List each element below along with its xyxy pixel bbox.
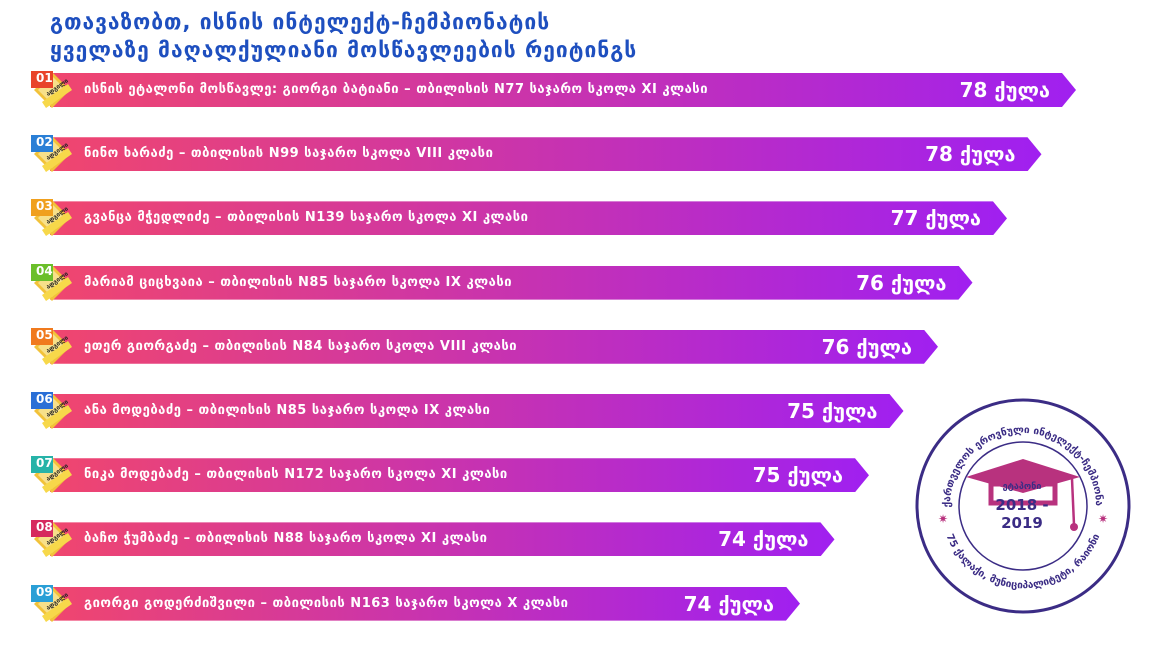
place-badge: 05 ადგილი xyxy=(28,327,76,367)
student-info: ეთერ გიორგაძე – თბილისის N84 საჯარო სკოლ… xyxy=(84,338,518,354)
student-points: 77 ქულა xyxy=(890,206,981,231)
ranking-bar: გვანცა მჭედლიძე – თბილისის N139 საჯარო ს… xyxy=(50,201,1007,235)
student-info: გიორგი გოდერძიშვილი – თბილისის N163 საჯა… xyxy=(84,595,569,611)
badge-shape-icon xyxy=(31,392,72,429)
ranking-row: მარიამ ციცხვაია – თბილისის N85 საჯარო სკ… xyxy=(28,263,973,303)
ranking-bar: ისნის ეტალონი მოსწავლე: გიორგი ბატიანი –… xyxy=(50,73,1076,107)
badge-shape-icon xyxy=(31,263,72,301)
place-number: 05 xyxy=(36,327,53,342)
ranking-bar: ნინო ხარაძე – თბილისის N99 საჯარო სკოლა … xyxy=(50,137,1042,171)
place-number: 02 xyxy=(36,135,53,150)
ranking-bar: ნიკა მოდებაძე – თბილისის N172 საჯარო სკო… xyxy=(50,458,869,492)
student-points: 75 ქულა xyxy=(787,399,878,423)
badge-shape-icon xyxy=(31,199,72,237)
badge-shape-icon xyxy=(31,135,72,173)
student-points: 78 ქულა xyxy=(925,142,1016,167)
ranking-row: ნინო ხარაძე – თბილისის N99 საჯარო სკოლა … xyxy=(28,134,1042,174)
graduation-cap-icon xyxy=(966,459,1080,531)
ranking-row: ბაჩო ჭუმბაძე – თბილისის N88 საჯარო სკოლა… xyxy=(28,519,835,559)
badge-shape-icon xyxy=(31,584,72,622)
student-info: გვანცა მჭედლიძე – თბილისის N139 საჯარო ს… xyxy=(84,210,529,226)
student-points: 74 ქულა xyxy=(718,527,809,552)
ranking-bar: ბაჩო ჭუმბაძე – თბილისის N88 საჯარო სკოლა… xyxy=(50,522,835,556)
student-points: 78 ქულა xyxy=(959,78,1050,102)
badge-shape-icon xyxy=(31,520,72,558)
page-title-line-2: ყველაზე მაღალქულიანი მოსწავლეების რეიტინ… xyxy=(50,38,638,62)
student-info: ისნის ეტალონი მოსწავლე: გიორგი ბატიანი –… xyxy=(84,82,709,97)
place-number: 04 xyxy=(36,263,53,278)
ranking-row: გვანცა მჭედლიძე – თბილისის N139 საჯარო ს… xyxy=(28,198,1007,238)
seal-bottom-text: 75 ქალაქი, მუნიციპალიტეტი, რაიონი xyxy=(944,532,1103,591)
ranking-row: ისნის ეტალონი მოსწავლე: გიორგი ბატიანი –… xyxy=(28,70,1076,110)
student-info: ანა მოდებაძე – თბილისის N85 საჯარო სკოლა… xyxy=(84,403,491,418)
ranking-bar: გიორგი გოდერძიშვილი – თბილისის N163 საჯა… xyxy=(50,587,800,621)
place-number: 07 xyxy=(36,456,53,471)
place-number: 08 xyxy=(36,520,53,535)
seal-graphic: საქართველოს ეროვნული ინტელექტ-ჩემპიონატი… xyxy=(908,386,1131,614)
seal-word: ეტაპონი xyxy=(1002,482,1042,492)
place-badge: 07 ადგილი xyxy=(28,455,76,495)
ranking-bar: მარიამ ციცხვაია – თბილისის N85 საჯარო სკ… xyxy=(50,266,973,300)
student-points: 74 ქულა xyxy=(683,591,774,616)
place-badge: 08 ადგილი xyxy=(28,519,76,559)
student-info: ნინო ხარაძე – თბილისის N99 საჯარო სკოლა … xyxy=(84,146,494,162)
badge-shape-icon xyxy=(31,456,72,494)
badge-shape-icon xyxy=(31,71,72,108)
place-number: 03 xyxy=(36,199,53,214)
place-badge: 06 ადგილი xyxy=(28,391,76,431)
student-info: მარიამ ციცხვაია – თბილისის N85 საჯარო სკ… xyxy=(84,274,513,290)
ranking-bar: ეთერ გიორგაძე – თბილისის N84 საჯარო სკოლ… xyxy=(50,330,938,364)
place-badge: 01 ადგილი xyxy=(28,70,76,110)
place-badge: 02 ადგილი xyxy=(28,134,76,174)
student-points: 76 ქულა xyxy=(856,270,947,295)
ranking-row: ეთერ გიორგაძე – თბილისის N84 საჯარო სკოლ… xyxy=(28,327,938,367)
seal-star-right: ✷ xyxy=(1098,512,1108,526)
student-info: ნიკა მოდებაძე – თბილისის N172 საჯარო სკო… xyxy=(84,467,508,483)
seal-years: 2018 - 2019 xyxy=(995,496,1049,532)
place-badge: 09 ადგილი xyxy=(28,584,76,624)
place-number: 06 xyxy=(36,392,53,406)
student-info: ბაჩო ჭუმბაძე – თბილისის N88 საჯარო სკოლა… xyxy=(84,531,488,547)
badge-shape-icon xyxy=(31,327,72,365)
place-number: 09 xyxy=(36,584,53,599)
ranking-row: ნიკა მოდებაძე – თბილისის N172 საჯარო სკო… xyxy=(28,455,869,495)
ranking-row: ანა მოდებაძე – თბილისის N85 საჯარო სკოლა… xyxy=(28,391,904,431)
ranking-bar: ანა მოდებაძე – თბილისის N85 საჯარო სკოლა… xyxy=(50,394,904,428)
ranking-row: გიორგი გოდერძიშვილი – თბილისის N163 საჯა… xyxy=(28,584,800,624)
svg-text:75 ქალაქი, მუნიციპალიტეტი, რაი: 75 ქალაქი, მუნიციპალიტეტი, რაიონი xyxy=(944,532,1103,591)
seal-star-left: ✷ xyxy=(938,512,948,526)
page-title-line-1: გთავაზობთ, ისნის ინტელექტ-ჩემპიონატის xyxy=(50,10,551,34)
place-badge: 04 ადგილი xyxy=(28,263,76,303)
place-badge: 03 ადგილი xyxy=(28,198,76,238)
student-points: 75 ქულა xyxy=(752,463,843,488)
championship-seal: საქართველოს ეროვნული ინტელექტ-ჩემპიონატი… xyxy=(908,386,1134,617)
place-number: 01 xyxy=(36,71,53,85)
student-points: 76 ქულა xyxy=(821,334,912,359)
